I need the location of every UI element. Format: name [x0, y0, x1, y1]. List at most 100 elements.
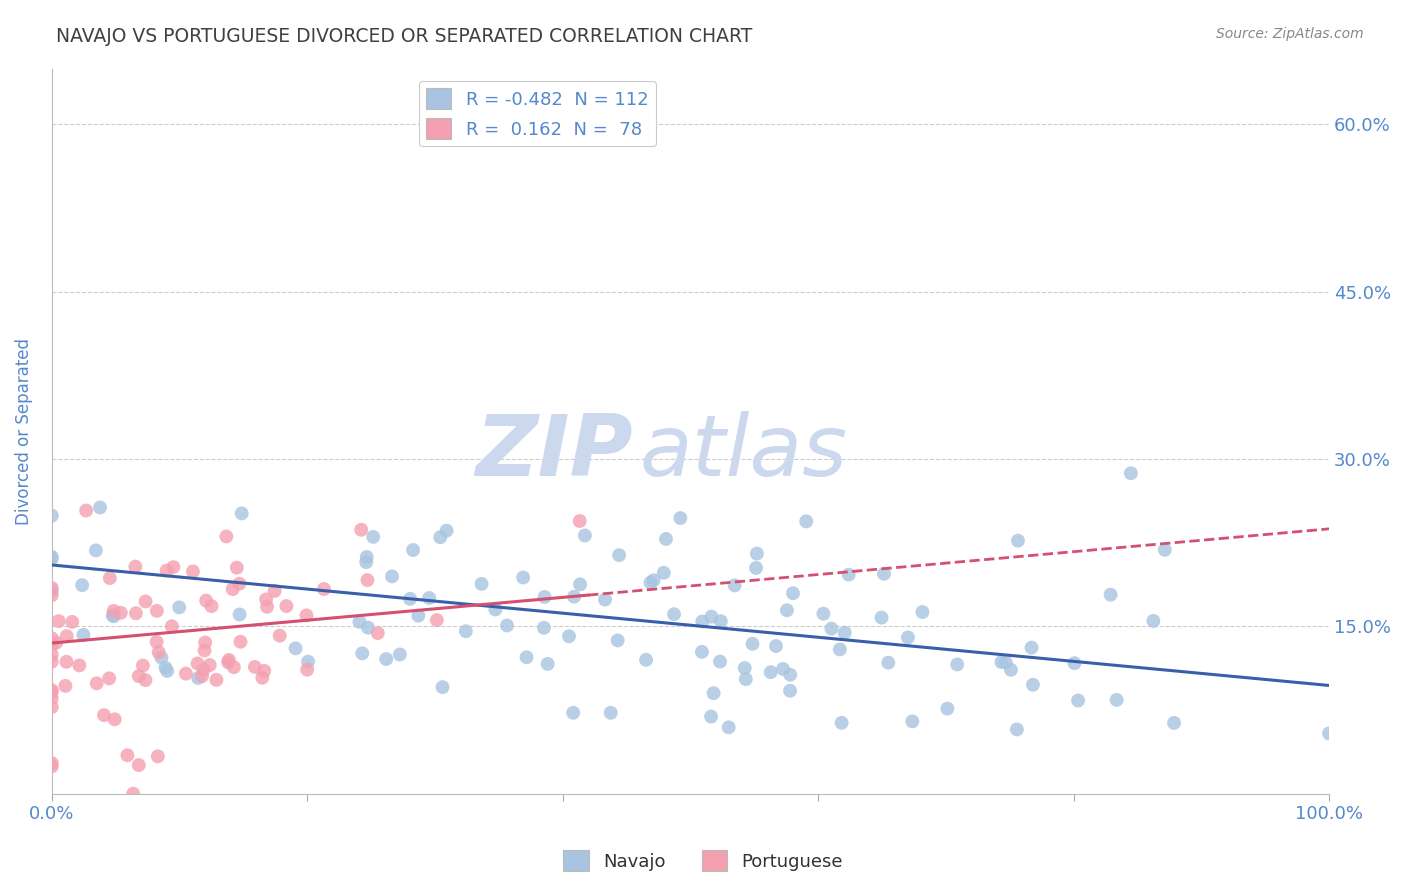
Point	[454, 624, 477, 639]
Point	[41, 549, 63, 564]
Point	[990, 655, 1012, 669]
Point	[200, 599, 222, 614]
Point	[779, 683, 801, 698]
Point	[93, 708, 115, 723]
Point	[155, 661, 177, 675]
Point	[1317, 726, 1340, 740]
Point	[135, 594, 157, 608]
Point	[297, 663, 319, 677]
Point	[1119, 467, 1142, 481]
Point	[873, 566, 896, 581]
Text: Source: ZipAtlas.com: Source: ZipAtlas.com	[1216, 27, 1364, 41]
Point	[215, 529, 238, 543]
Point	[222, 660, 245, 674]
Point	[195, 593, 218, 607]
Point	[745, 561, 768, 575]
Point	[117, 748, 139, 763]
Point	[156, 564, 179, 578]
Point	[148, 645, 170, 659]
Text: ZIP: ZIP	[475, 411, 633, 494]
Point	[86, 676, 108, 690]
Point	[45, 635, 67, 649]
Point	[877, 656, 900, 670]
Point	[946, 657, 969, 672]
Point	[745, 547, 768, 561]
Point	[193, 663, 215, 677]
Point	[134, 673, 156, 687]
Point	[146, 604, 169, 618]
Point	[55, 655, 77, 669]
Point	[418, 591, 440, 605]
Point	[1105, 693, 1128, 707]
Point	[820, 622, 842, 636]
Point	[174, 666, 197, 681]
Point	[349, 615, 371, 629]
Point	[145, 635, 167, 649]
Point	[352, 646, 374, 660]
Point	[652, 566, 675, 580]
Point	[243, 660, 266, 674]
Point	[429, 530, 451, 544]
Point	[533, 590, 555, 604]
Point	[228, 607, 250, 622]
Point	[181, 565, 204, 579]
Point	[734, 672, 756, 686]
Point	[187, 671, 209, 685]
Point	[516, 650, 538, 665]
Point	[606, 633, 628, 648]
Point	[655, 532, 678, 546]
Point	[191, 669, 214, 683]
Point	[89, 500, 111, 515]
Point	[574, 528, 596, 542]
Point	[70, 578, 93, 592]
Point	[558, 629, 581, 643]
Point	[831, 715, 853, 730]
Legend: R = -0.482  N = 112, R =  0.162  N =  78: R = -0.482 N = 112, R = 0.162 N = 78	[419, 81, 655, 146]
Point	[103, 609, 125, 624]
Point	[276, 599, 298, 613]
Point	[779, 667, 801, 681]
Point	[256, 599, 278, 614]
Point	[41, 508, 63, 523]
Point	[125, 607, 148, 621]
Point	[98, 571, 121, 585]
Point	[55, 629, 77, 643]
Point	[1005, 723, 1028, 737]
Point	[723, 578, 745, 592]
Point	[426, 613, 449, 627]
Point	[692, 615, 714, 629]
Point	[901, 714, 924, 729]
Y-axis label: Divorced or Separated: Divorced or Separated	[15, 337, 32, 524]
Point	[269, 629, 291, 643]
Point	[700, 709, 723, 723]
Point	[640, 575, 662, 590]
Point	[128, 669, 150, 683]
Point	[936, 701, 959, 715]
Point	[367, 626, 389, 640]
Point	[312, 582, 335, 596]
Point	[496, 618, 519, 632]
Point	[870, 610, 893, 624]
Point	[703, 686, 725, 700]
Point	[75, 503, 97, 517]
Point	[41, 683, 63, 698]
Point	[402, 543, 425, 558]
Point	[782, 586, 804, 600]
Point	[700, 609, 723, 624]
Point	[994, 655, 1017, 669]
Point	[48, 614, 70, 628]
Point	[128, 758, 150, 772]
Point	[194, 635, 217, 649]
Point	[41, 655, 63, 669]
Point	[67, 658, 90, 673]
Point	[357, 621, 380, 635]
Point	[41, 759, 63, 773]
Point	[388, 648, 411, 662]
Point	[484, 602, 506, 616]
Point	[361, 530, 384, 544]
Point	[156, 664, 179, 678]
Point	[709, 655, 731, 669]
Point	[1067, 693, 1090, 707]
Point	[41, 581, 63, 595]
Point	[1099, 588, 1122, 602]
